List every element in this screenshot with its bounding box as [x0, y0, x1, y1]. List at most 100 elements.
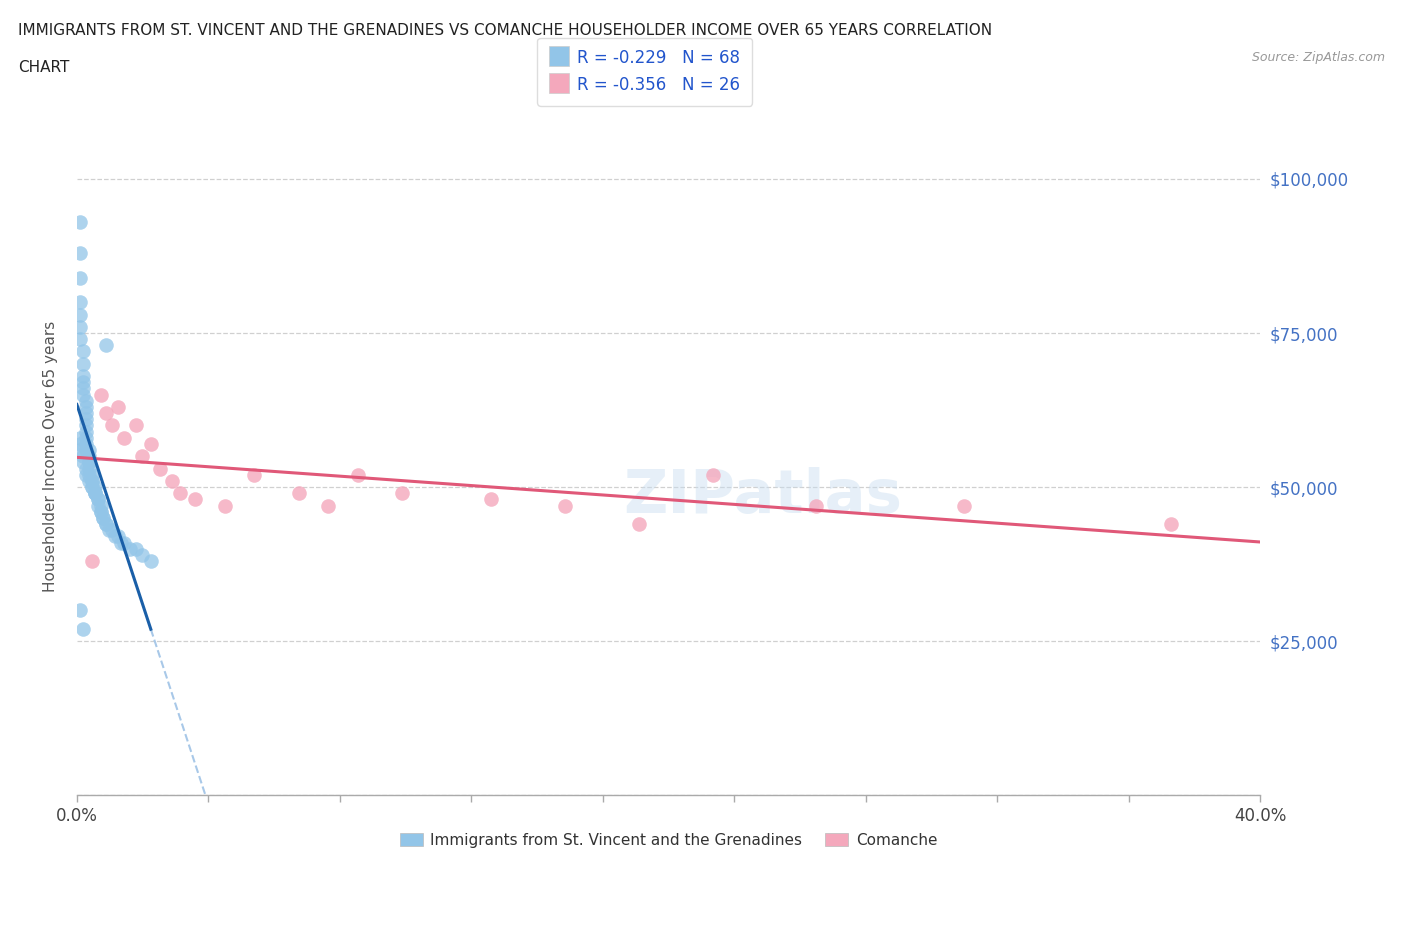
Point [627, 517, 650, 532]
Point [90, 387, 112, 402]
Point [77, 461, 100, 476]
Point [80, 480, 103, 495]
Point [83, 485, 105, 500]
Point [77, 449, 100, 464]
Point [86, 498, 108, 513]
Point [90, 504, 112, 519]
Point [69, 436, 91, 451]
Point [96, 517, 118, 532]
Point [80, 480, 103, 495]
Point [160, 473, 183, 488]
Point [69, 443, 91, 458]
Point [77, 467, 100, 482]
Point [702, 467, 724, 482]
Point [75, 431, 97, 445]
Point [287, 485, 309, 500]
Text: Source: ZipAtlas.com: Source: ZipAtlas.com [1251, 51, 1385, 64]
Point [69, 603, 91, 618]
Point [169, 485, 191, 500]
Point [953, 498, 976, 513]
Point [69, 431, 91, 445]
Point [101, 418, 124, 432]
Point [479, 492, 502, 507]
Point [72, 381, 94, 396]
Point [316, 498, 339, 513]
Point [107, 529, 129, 544]
Point [77, 455, 100, 470]
Point [69, 332, 91, 347]
Point [72, 368, 94, 383]
Point [69, 270, 91, 285]
Point [72, 449, 94, 464]
Point [96, 405, 118, 420]
Point [83, 485, 105, 500]
Point [391, 485, 413, 500]
Point [69, 295, 91, 310]
Point [131, 548, 153, 563]
Point [75, 393, 97, 408]
Point [98, 523, 121, 538]
Text: ZIPatlas: ZIPatlas [624, 468, 903, 526]
Point [184, 492, 207, 507]
Point [110, 535, 132, 550]
Point [96, 517, 118, 532]
Point [75, 443, 97, 458]
Point [83, 485, 105, 500]
Point [83, 480, 105, 495]
Point [72, 455, 94, 470]
Point [75, 405, 97, 420]
Point [69, 307, 91, 322]
Point [77, 443, 100, 458]
Point [69, 215, 91, 230]
Point [72, 344, 94, 359]
Point [806, 498, 828, 513]
Point [101, 523, 124, 538]
Point [86, 492, 108, 507]
Point [75, 424, 97, 439]
Point [214, 498, 236, 513]
Point [72, 356, 94, 371]
Point [75, 400, 97, 415]
Point [69, 319, 91, 334]
Point [125, 418, 148, 432]
Point [112, 535, 135, 550]
Point [72, 621, 94, 636]
Point [149, 461, 172, 476]
Point [75, 412, 97, 427]
Point [139, 553, 162, 568]
Point [93, 511, 115, 525]
Point [80, 467, 103, 482]
Text: CHART: CHART [18, 60, 70, 75]
Point [107, 400, 129, 415]
Point [75, 461, 97, 476]
Point [80, 473, 103, 488]
Point [75, 467, 97, 482]
Point [131, 449, 153, 464]
Point [112, 431, 135, 445]
Point [72, 375, 94, 390]
Point [243, 467, 266, 482]
Point [120, 541, 142, 556]
Point [90, 504, 112, 519]
Point [90, 498, 112, 513]
Text: IMMIGRANTS FROM ST. VINCENT AND THE GRENADINES VS COMANCHE HOUSEHOLDER INCOME OV: IMMIGRANTS FROM ST. VINCENT AND THE GREN… [18, 23, 993, 38]
Point [86, 492, 108, 507]
Point [75, 436, 97, 451]
Point [104, 529, 127, 544]
Point [554, 498, 576, 513]
Y-axis label: Householder Income Over 65 years: Householder Income Over 65 years [44, 321, 58, 591]
Point [96, 338, 118, 352]
Point [75, 418, 97, 432]
Point [69, 246, 91, 260]
Point [77, 473, 100, 488]
Point [347, 467, 370, 482]
Point [93, 511, 115, 525]
Point [139, 436, 162, 451]
Point [125, 541, 148, 556]
Point [72, 387, 94, 402]
Point [1160, 517, 1182, 532]
Legend: Immigrants from St. Vincent and the Grenadines, Comanche: Immigrants from St. Vincent and the Gren… [392, 825, 945, 856]
Point [77, 455, 100, 470]
Point [80, 553, 103, 568]
Point [80, 473, 103, 488]
